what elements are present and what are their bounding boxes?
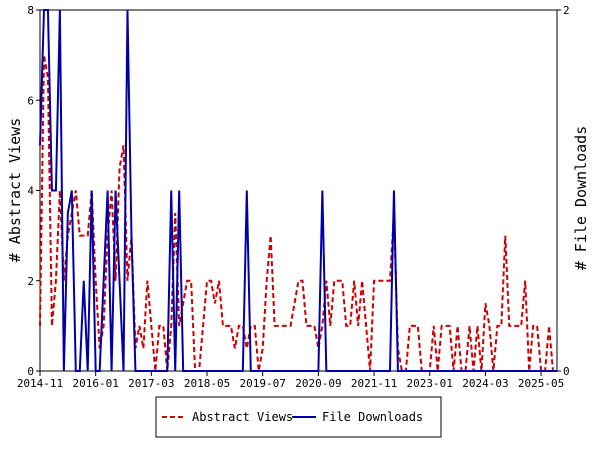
- y-tick-label: 4: [27, 185, 34, 198]
- y-axis-title: # Abstract Views: [6, 118, 24, 263]
- y2-tick-label: 2: [563, 4, 570, 17]
- y-tick-label: 6: [27, 94, 34, 107]
- x-tick-label: 2019-07: [240, 377, 286, 390]
- y-tick-label: 8: [27, 4, 34, 17]
- x-tick-label: 2021-11: [351, 377, 397, 390]
- x-tick-label: 2016-01: [72, 377, 118, 390]
- x-tick-label: 2020-09: [295, 377, 341, 390]
- y2-axis-title: # File Downloads: [572, 126, 590, 271]
- legend-label: File Downloads: [322, 410, 423, 424]
- x-tick-label: 2014-11: [17, 377, 63, 390]
- series-line: [39, 54, 557, 372]
- y-tick-label: 0: [27, 365, 34, 378]
- y2-tick-label: 0: [563, 365, 570, 378]
- legend-label: Abstract Views: [192, 410, 293, 424]
- series-line: [39, 9, 557, 372]
- x-tick-label: 2025-05: [518, 377, 564, 390]
- x-tick-label: 2024-03: [462, 377, 508, 390]
- x-tick-label: 2017-03: [128, 377, 174, 390]
- plot-area: [39, 9, 558, 372]
- x-tick-label: 2018-05: [184, 377, 230, 390]
- y-tick-label: 2: [27, 275, 34, 288]
- x-tick-label: 2023-01: [407, 377, 453, 390]
